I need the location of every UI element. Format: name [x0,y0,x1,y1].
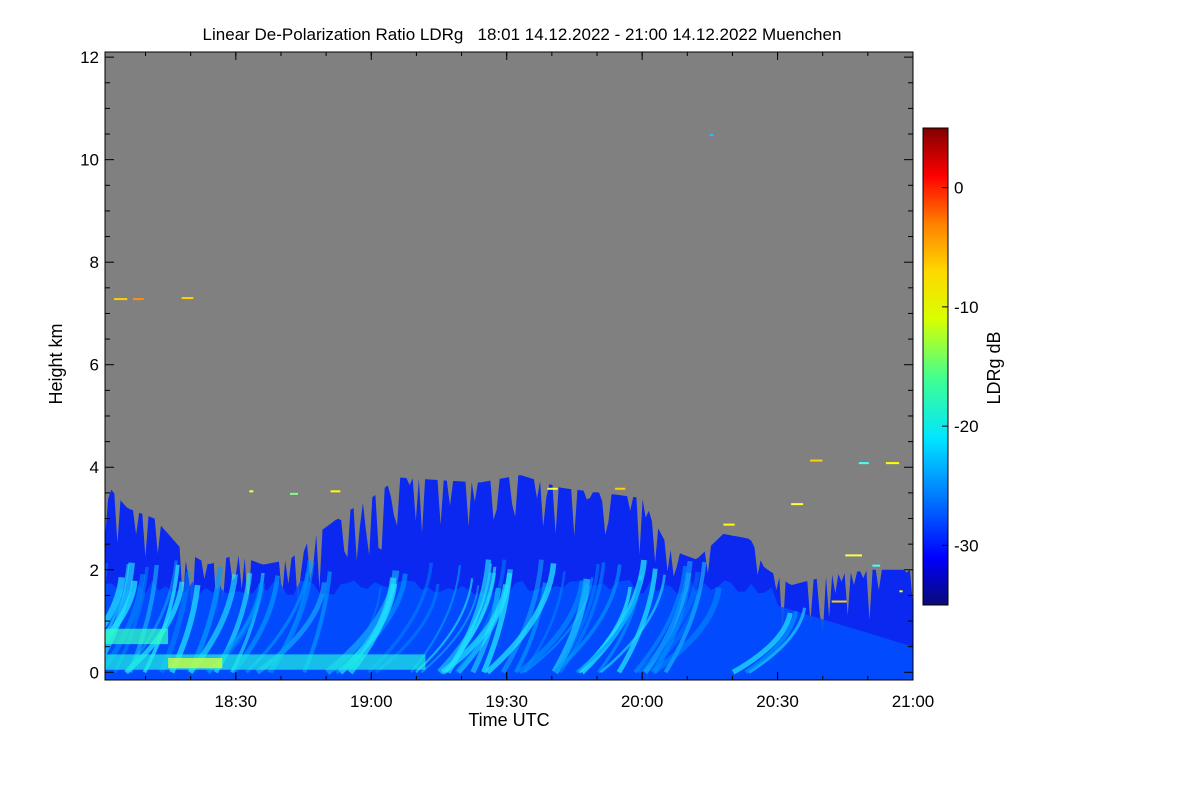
y-tick-label: 0 [90,663,99,682]
fall-streak [105,564,130,639]
speckle [845,554,863,557]
fall-streak [652,572,692,674]
surface-band-yellow [168,657,223,669]
speckles [113,134,903,603]
speckle [831,600,847,603]
chart-title: Linear De-Polarization Ratio LDRg 18:01 … [203,25,842,44]
colorbar-tick-label: -30 [954,536,979,555]
y-axis-label: Height km [46,323,66,404]
speckle [885,462,900,465]
x-axis-label: Time UTC [468,710,549,730]
colorbar-frame [922,127,949,606]
x-tick-label: 19:00 [350,692,393,711]
y-tick-label: 12 [80,48,99,67]
speckle [547,487,558,490]
speckle [615,487,626,490]
fall-streak [650,587,722,675]
x-tick-label: 19:30 [485,692,528,711]
speckle [181,297,194,300]
colorbar: 0 -10 -20 -30 LDRg dB [922,127,1004,606]
fall-streak [599,574,666,674]
fall-streak [454,559,507,674]
fall-streak [105,576,125,629]
fall-streak [485,563,557,675]
y-tick-label: 8 [90,253,99,272]
speckle [290,492,299,495]
fall-streak [554,563,600,674]
speckle [132,298,144,301]
colorbar-ticks: 0 -10 -20 -30 [942,179,979,555]
y-tick-label: 2 [90,561,99,580]
x-tick-label: 21:00 [892,692,935,711]
x-tick-label: 20:00 [621,692,664,711]
fall-streak [558,562,606,674]
fall-streak [616,568,658,674]
fall-streak [523,577,594,674]
fall-streak [105,580,138,643]
fall-streak [551,578,591,675]
speckle [858,462,869,465]
surface-band [105,628,426,670]
fall-streak [420,585,480,674]
colorbar-tick-label: -10 [954,298,979,317]
colorbar-label: LDRg dB [984,331,1004,404]
colorbar-tick-label: -20 [954,417,979,436]
fall-streak [744,610,799,674]
plot-area [105,52,913,680]
fall-streak [437,572,497,675]
y-tick-label: 6 [90,356,99,375]
fall-streak [440,584,509,675]
speckle [791,503,804,506]
fall-streak [748,607,807,674]
fall-streak [517,580,586,675]
speckle [872,564,881,567]
speckle [113,298,128,301]
x-tick-label: 18:30 [215,692,258,711]
fall-streak [633,565,688,674]
plot-frame [104,51,914,681]
y-tick-label: 10 [80,151,99,170]
fall-streak [643,560,693,674]
y-tick-label: 4 [90,458,99,477]
speckle [810,459,823,462]
speckle [330,490,341,493]
speckle [723,523,735,526]
fall-streak [514,582,547,674]
x-tick-label: 20:30 [756,692,799,711]
surface-band-upper [105,628,169,645]
colorbar-tick-label: 0 [954,179,963,198]
fall-streak [731,612,793,675]
fall-streak [642,589,702,675]
fall-streak [500,559,544,674]
fall-streak [415,578,474,674]
fall-streak [636,571,701,675]
fall-streak [481,572,513,674]
surface-band-lower [105,654,426,670]
speckle [249,490,254,493]
speckle [899,590,903,593]
x-axis: 18:30 19:00 19:30 20:00 20:30 21:00 [145,52,935,711]
colorbar-gradient [923,128,948,605]
fall-streak [575,580,642,674]
y-axis: 0 2 4 6 8 10 12 [80,48,913,682]
speckle [709,134,714,137]
